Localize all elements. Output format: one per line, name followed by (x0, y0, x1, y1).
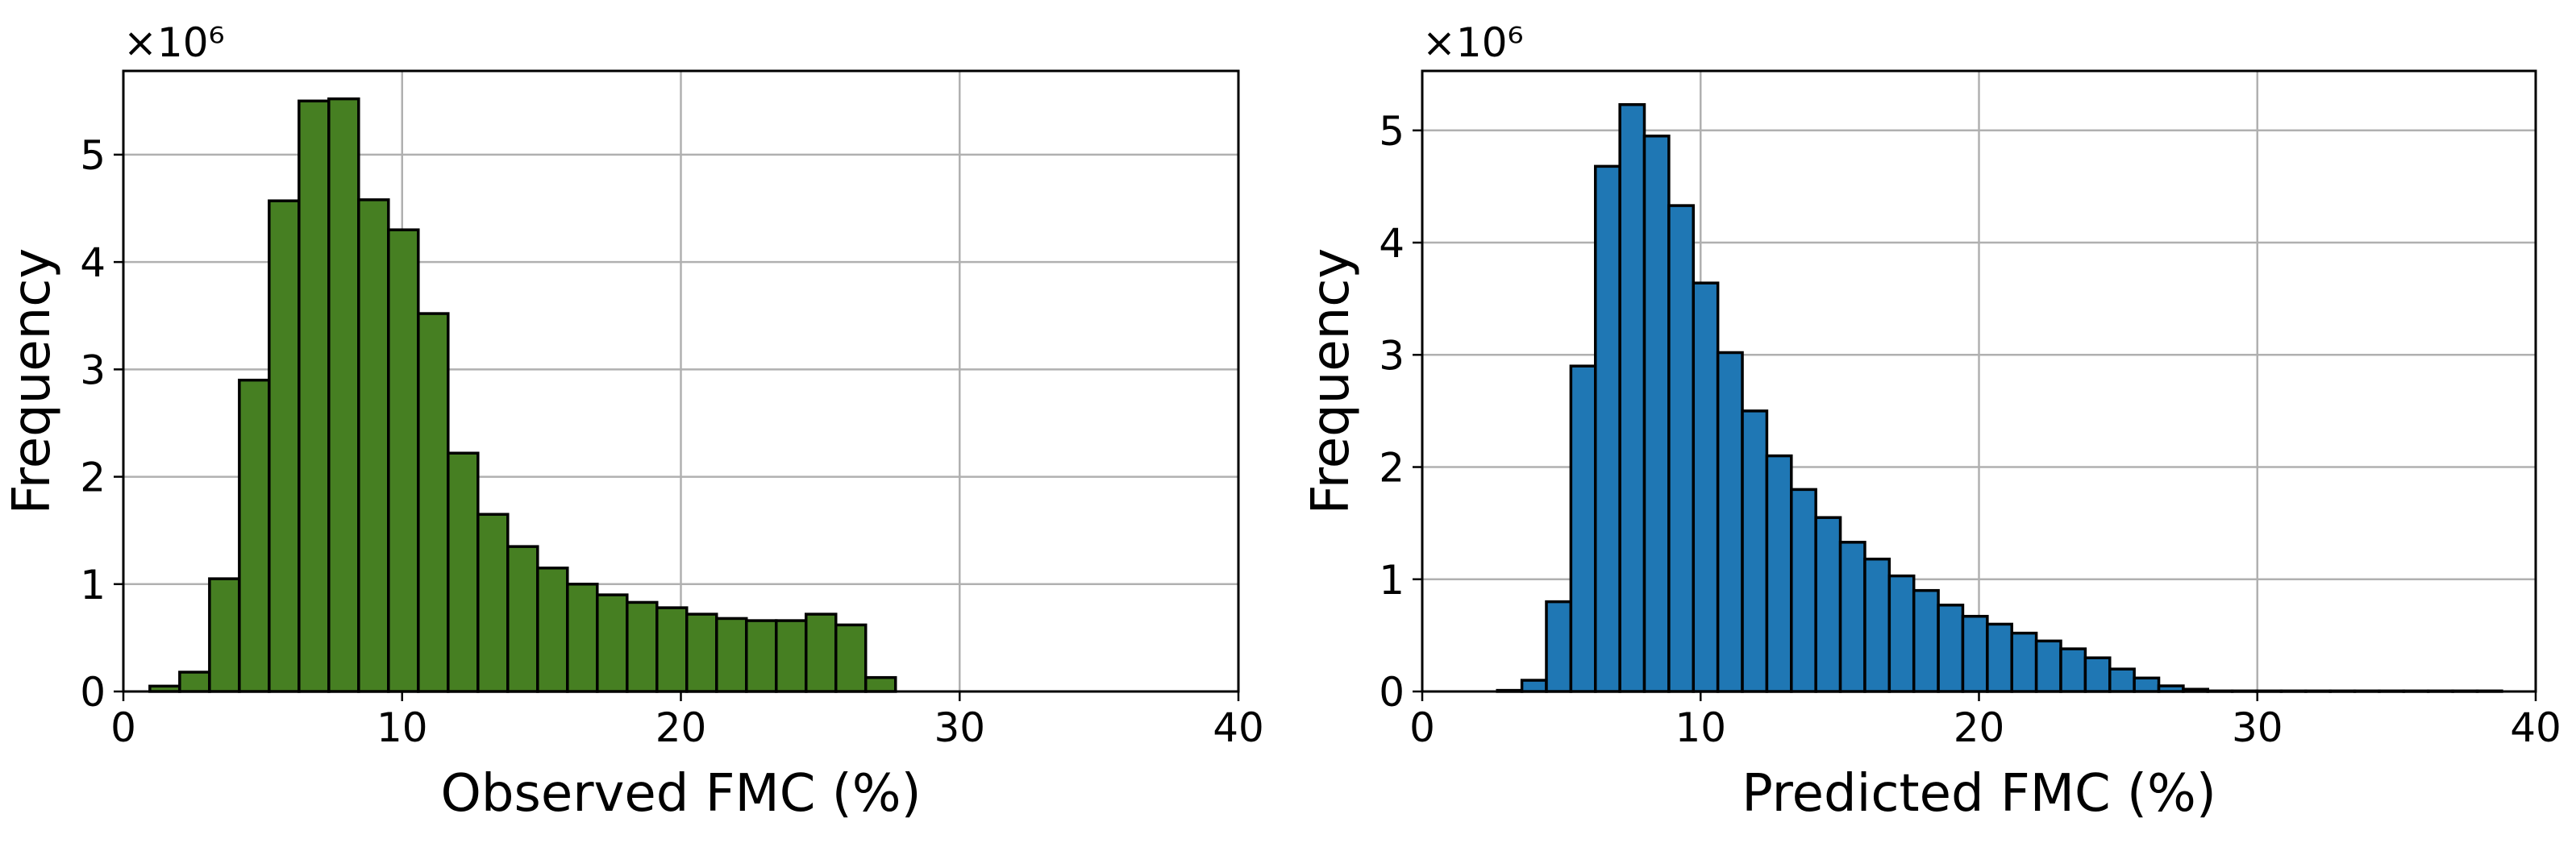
bar (566, 583, 599, 693)
x-tick-label: 20 (1954, 704, 2005, 751)
bar (1741, 409, 1769, 693)
y-tick-label: 0 (1379, 669, 1405, 716)
y-tick-label: 5 (1379, 108, 1405, 155)
y-tick-label: 4 (1379, 220, 1405, 267)
x-tick-label: 0 (1409, 704, 1435, 751)
x-tick-label: 30 (2232, 704, 2283, 751)
bar (536, 567, 569, 693)
bar (1569, 364, 1597, 693)
bar (2108, 667, 2136, 693)
bar (1520, 679, 1548, 693)
bar (1887, 574, 1916, 693)
bar (2034, 639, 2062, 693)
bar (2133, 676, 2161, 693)
bar (1642, 135, 1671, 693)
bar (804, 613, 838, 693)
bar (417, 312, 450, 693)
x-tick-label: 40 (2510, 704, 2561, 751)
bar (1692, 281, 1720, 693)
x-tick-label: 10 (1675, 704, 1726, 751)
y-tick-label: 2 (80, 455, 106, 501)
y-tick-label: 5 (80, 132, 106, 179)
bar (1765, 454, 1793, 693)
bar (745, 619, 778, 693)
bar (2083, 656, 2112, 693)
bar (655, 606, 689, 693)
bar (1961, 614, 1989, 693)
bar (387, 228, 420, 693)
bar (626, 600, 659, 693)
bar (1912, 588, 1940, 693)
bar (1937, 604, 1965, 693)
bar (298, 99, 331, 693)
bar (1814, 516, 1842, 693)
bar (1838, 541, 1866, 693)
bar (208, 577, 241, 693)
y-tick-label: 2 (1379, 445, 1405, 492)
bar (506, 545, 539, 693)
bar (327, 97, 360, 693)
bar (1593, 164, 1621, 693)
x-axis-label: Predicted FMC (%) (1742, 764, 2216, 824)
bar (1863, 557, 1891, 693)
y-tick-label: 1 (1379, 557, 1405, 604)
x-tick-label: 10 (377, 704, 428, 751)
bar (774, 619, 808, 693)
bar (447, 451, 480, 693)
bar (2010, 631, 2038, 693)
bar (685, 613, 718, 693)
bar (715, 617, 748, 693)
x-tick-label: 20 (655, 704, 707, 751)
y-tick-label: 4 (80, 239, 106, 286)
bar (1545, 600, 1573, 693)
offset-text: ×10⁶ (123, 19, 225, 66)
bar (357, 198, 390, 693)
y-axis-label: Frequency (1301, 248, 1361, 515)
bar (1667, 204, 1696, 693)
bar (238, 378, 271, 693)
y-tick-label: 0 (80, 669, 106, 716)
bar (1716, 351, 1744, 693)
axes-frame (122, 69, 1240, 693)
bar (1986, 622, 2013, 693)
bar (1790, 488, 1817, 693)
y-tick-label: 3 (1379, 332, 1405, 379)
y-tick-label: 3 (80, 347, 106, 393)
bar (268, 199, 301, 693)
bar (476, 513, 510, 693)
bar (864, 675, 897, 693)
x-tick-label: 40 (1213, 704, 1264, 751)
bar (2059, 647, 2087, 693)
x-tick-label: 0 (110, 704, 136, 751)
bar (834, 623, 868, 693)
axes-frame (1421, 69, 2537, 693)
x-axis-label: Observed FMC (%) (440, 764, 921, 824)
bar (596, 593, 629, 693)
bar (1618, 103, 1646, 693)
bar (178, 671, 211, 693)
x-tick-label: 30 (934, 704, 985, 751)
y-axis-label: Frequency (2, 248, 62, 515)
y-tick-label: 1 (80, 562, 106, 608)
offset-text: ×10⁶ (1422, 19, 1524, 66)
